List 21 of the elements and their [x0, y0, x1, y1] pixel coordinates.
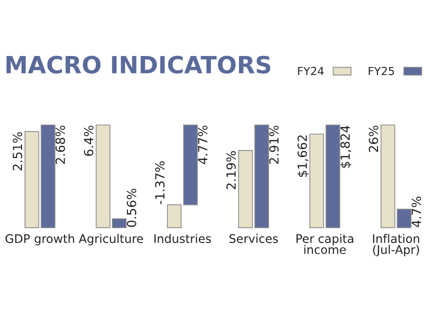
x-tick-label: Per capita income	[296, 234, 354, 254]
x-tick-label: Industries	[154, 234, 211, 244]
data-label: 2.19%	[226, 151, 236, 190]
data-label: $1,662	[297, 135, 309, 177]
legend-label: FY24	[298, 66, 324, 76]
data-label: 0.56%	[126, 188, 136, 227]
legend-label: FY25	[368, 66, 394, 76]
x-tick-label: Services	[229, 234, 278, 244]
data-label: 4.77%	[198, 126, 208, 164]
text: MACRO INDICATORS	[6, 56, 270, 74]
data-label: 2.91%	[269, 126, 279, 164]
x-tick-label: Agriculture	[78, 234, 144, 246]
data-label: $1,824	[340, 126, 352, 168]
data-label: 6.4%	[84, 126, 94, 156]
data-label: -1.37%	[155, 161, 165, 204]
data-label: 2.51%	[12, 132, 22, 170]
data-label: 4.7%	[412, 196, 422, 228]
data-label: 26%	[368, 126, 378, 152]
data-label: 2.68%	[56, 126, 66, 164]
x-tick-label: GDP growth	[6, 234, 74, 246]
x-tick-label: Inflation (Jul-Apr)	[373, 234, 420, 256]
